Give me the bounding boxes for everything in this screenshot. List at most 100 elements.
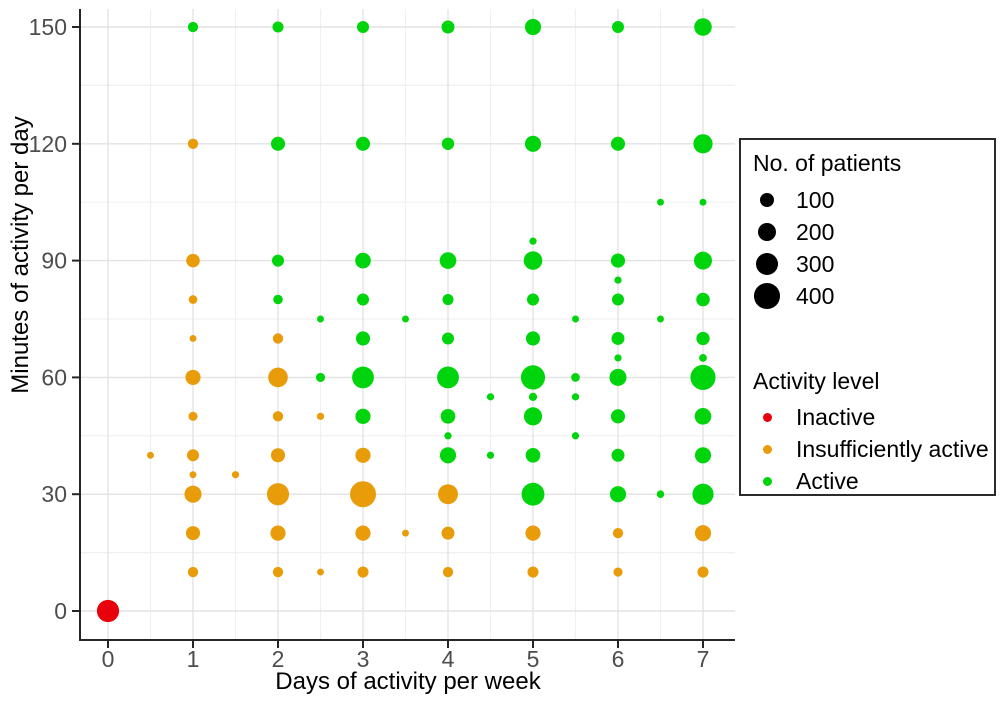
x-tick-label: 5 <box>527 646 540 672</box>
bubble <box>611 293 625 306</box>
x-tick-label: 2 <box>272 646 285 672</box>
y-tick-label: 30 <box>41 481 67 507</box>
x-tick-label: 4 <box>442 646 455 672</box>
bubble <box>528 392 538 401</box>
bubble <box>440 409 456 424</box>
bubble <box>523 251 543 270</box>
bubble <box>356 20 370 34</box>
bubble <box>315 372 326 382</box>
y-tick-label: 0 <box>54 598 67 624</box>
bubble <box>270 136 286 151</box>
legend-size-label: 200 <box>796 218 835 245</box>
color-legend-items: Inactive Insufficiently active Active <box>753 401 994 497</box>
bubble <box>355 408 371 424</box>
bubble <box>572 315 579 323</box>
color-dot-icon <box>762 476 772 486</box>
color-dot-icon <box>762 412 772 422</box>
bubble <box>525 331 541 346</box>
size-legend-items: 100 200 300 400 <box>753 184 994 312</box>
legend-size-circle <box>753 283 781 309</box>
legend-box: No. of patients 100 200 300 400 Activity le… <box>739 138 996 496</box>
legend-color-item: Insufficiently active <box>753 433 994 465</box>
legend-color-item: Inactive <box>753 401 994 433</box>
bubble <box>317 568 324 576</box>
bubble <box>527 566 539 578</box>
bubble <box>529 237 537 245</box>
bubble <box>526 293 540 306</box>
bubble <box>272 411 284 422</box>
bubble <box>609 486 627 503</box>
y-axis-title: Minutes of activity per day <box>7 116 34 394</box>
bubble <box>186 449 200 462</box>
bubble <box>402 529 409 537</box>
bubble <box>441 20 455 34</box>
bubble <box>272 21 284 33</box>
bubble <box>521 482 545 506</box>
bubble <box>486 393 495 401</box>
y-tick-label: 120 <box>29 131 67 157</box>
size-circle-icon <box>757 222 777 242</box>
legend-color-item: Active <box>753 465 994 497</box>
legend-size-label: 100 <box>796 186 835 213</box>
bubble <box>356 293 370 306</box>
bubble <box>437 366 459 389</box>
bubble <box>270 448 286 463</box>
bubble <box>355 447 371 463</box>
bubble <box>189 335 197 342</box>
bubble <box>571 373 580 382</box>
bubble <box>699 198 707 206</box>
bubble <box>355 252 371 269</box>
bubble <box>486 451 495 459</box>
bubble <box>690 364 716 390</box>
y-tick-label: 150 <box>29 14 67 40</box>
x-tick-label: 0 <box>102 646 115 672</box>
bubble <box>189 471 197 479</box>
bubble <box>610 253 626 268</box>
bubble <box>147 451 154 459</box>
bubble <box>694 447 712 464</box>
bubble <box>187 138 199 149</box>
bubble <box>444 432 452 440</box>
legend-color-symbol <box>753 476 781 486</box>
bubble <box>272 333 284 344</box>
legend-color-label: Inactive <box>796 403 876 430</box>
size-circle-icon <box>754 283 780 309</box>
color-dot-icon <box>762 444 772 454</box>
bubble <box>611 448 625 462</box>
x-tick-label: 3 <box>357 646 370 672</box>
bubble <box>266 483 290 506</box>
bubble <box>692 483 714 505</box>
x-tick-label: 7 <box>697 646 710 672</box>
bubble <box>316 412 325 420</box>
bubble <box>185 526 201 541</box>
bubble <box>402 315 409 323</box>
bubble <box>187 21 199 33</box>
bubble <box>524 135 542 152</box>
bubble <box>657 315 664 323</box>
bubble <box>610 409 626 424</box>
bubble <box>355 136 371 151</box>
bubble <box>609 368 627 386</box>
bubble <box>696 331 710 346</box>
bubble <box>185 369 201 385</box>
bubble <box>186 253 200 268</box>
bubble <box>694 525 712 542</box>
bubble <box>520 365 546 390</box>
bubble <box>525 447 541 463</box>
x-axis-title: Days of activity per week <box>275 668 541 695</box>
bubble <box>271 254 285 267</box>
legend-size-circle <box>753 192 781 208</box>
bubble <box>96 599 120 623</box>
bubble <box>184 485 202 503</box>
bubble <box>188 295 198 304</box>
legend-color-label: Insufficiently active <box>796 435 989 462</box>
bubble <box>273 294 283 305</box>
bubble <box>441 137 455 150</box>
bubble <box>611 331 625 345</box>
bubble <box>272 566 284 578</box>
legend-size-label: 300 <box>796 250 835 277</box>
size-circle-icon <box>755 252 779 276</box>
bubble <box>571 393 580 401</box>
